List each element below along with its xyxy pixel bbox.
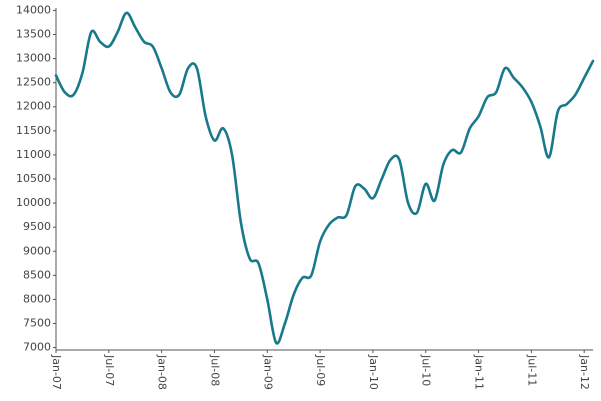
x-tick-label: Jan-10	[367, 354, 380, 390]
y-tick-label: 9500	[23, 220, 51, 233]
x-tick-label: Jul-10	[420, 354, 433, 386]
y-tick-label: 7000	[23, 341, 51, 354]
y-tick-label: 9000	[23, 244, 51, 257]
x-tick-label: Jan-12	[578, 354, 591, 390]
x-tick-label: Jan-11	[473, 354, 486, 390]
y-tick-label: 11000	[16, 148, 51, 161]
y-tick-label: 8000	[23, 292, 51, 305]
x-tick-label: Jul-07	[103, 354, 116, 386]
y-tick-label: 10000	[16, 196, 51, 209]
y-tick-label: 8500	[23, 268, 51, 281]
data-line	[54, 11, 595, 345]
y-tick-label: 11500	[16, 124, 51, 137]
y-tick-label: 12000	[16, 100, 51, 113]
y-tick-label: 12500	[16, 76, 51, 89]
x-tick-label: Jan-09	[261, 354, 274, 390]
x-tick-label: Jul-11	[525, 354, 538, 386]
y-tick-label: 10500	[16, 172, 51, 185]
y-tick-label: 7500	[23, 317, 51, 330]
x-tick-label: Jan-08	[156, 354, 169, 390]
x-tick-label: Jul-08	[208, 354, 221, 386]
y-tick-label: 13500	[16, 27, 51, 40]
y-tick-label: 14000	[16, 3, 51, 16]
x-tick-label: Jul-09	[314, 354, 327, 386]
y-tick-label: 13000	[16, 52, 51, 65]
x-tick-label: Jan-07	[50, 354, 63, 390]
